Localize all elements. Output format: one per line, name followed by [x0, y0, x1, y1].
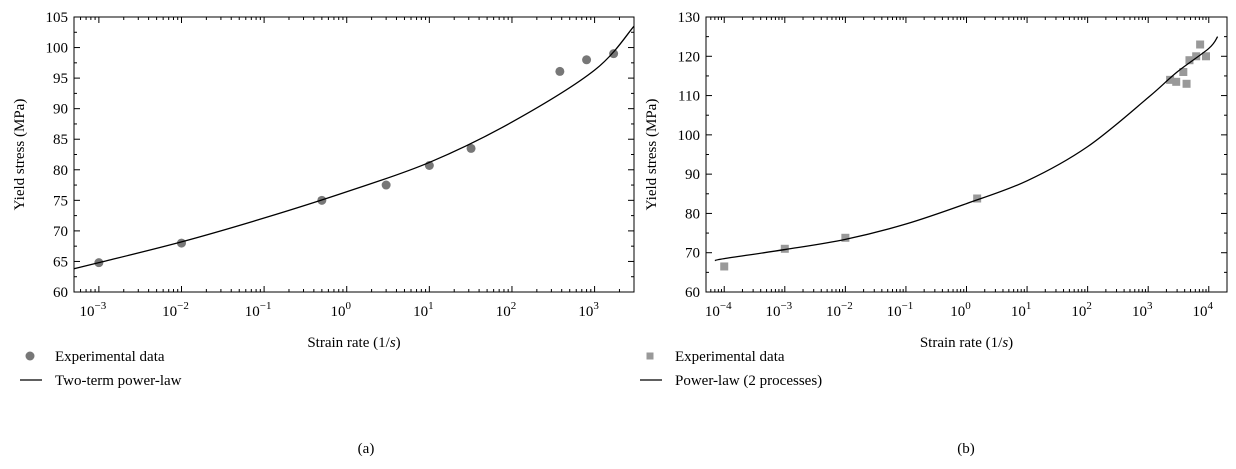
y-tick-label: 80 — [53, 163, 68, 179]
x-tick-label: 104 — [1193, 300, 1214, 320]
data-point — [1185, 56, 1194, 65]
y-tick-label: 80 — [685, 206, 700, 222]
y-tick-label: 85 — [53, 132, 68, 148]
fit-curve — [73, 25, 635, 270]
x-tick-label: 100 — [330, 300, 351, 320]
y-tick-label: 90 — [685, 167, 700, 183]
data-point — [1196, 40, 1205, 49]
x-tick-label: 10−1 — [245, 300, 272, 320]
chart-b: 60 70 80 90 100 110 120 130 10−4 10−3 10−2 10−1 100 1… — [640, 10, 1228, 457]
y-tick-label: 70 — [53, 224, 68, 240]
x-tick-label: 10−2 — [826, 300, 853, 320]
y-tick-label: 75 — [53, 193, 68, 209]
data-point — [720, 262, 729, 271]
x-tick-label: 10−3 — [80, 300, 107, 320]
data-point — [841, 233, 850, 242]
x-axis-label: Strain rate (1/s) — [920, 335, 1013, 351]
data-point — [1172, 77, 1181, 86]
plot-frame — [73, 16, 635, 293]
panel-caption: (a) — [358, 441, 375, 457]
legend-marker-swatch — [25, 351, 35, 361]
legend: Experimental data Power-law (2 processes) — [640, 349, 822, 389]
x-axis-label: Strain rate (1/s) — [307, 335, 400, 351]
x-tick-label: 100 — [950, 300, 971, 320]
chart-a: 60 65 70 75 80 85 90 95 100 105 10−3 10−2 10−1 100 101… — [12, 10, 635, 457]
y-tick-label: 70 — [685, 246, 700, 262]
legend-label: Experimental data — [55, 349, 165, 365]
fit-curve — [714, 36, 1219, 262]
legend-label: Experimental data — [675, 349, 785, 365]
data-point — [1179, 68, 1188, 76]
x-tick-label: 10−1 — [887, 300, 914, 320]
x-tick-label: 103 — [1132, 300, 1153, 320]
y-tick-label: 60 — [685, 285, 700, 301]
data-point — [381, 180, 391, 190]
legend: Experimental data Two-term power-law — [20, 349, 182, 389]
legend-label: Two-term power-law — [55, 373, 182, 389]
x-tick-label: 101 — [413, 300, 434, 320]
y-axis-label: Yield stress (MPa) — [644, 99, 660, 211]
data-point — [609, 49, 619, 59]
data-point — [582, 55, 592, 65]
y-tick-label: 120 — [678, 49, 701, 65]
data-point — [1192, 52, 1201, 61]
x-tick-label: 102 — [1071, 300, 1092, 320]
x-tick-label: 103 — [578, 300, 599, 320]
x-tick-label: 102 — [496, 300, 517, 320]
data-point — [973, 194, 982, 203]
y-tick-label: 95 — [53, 71, 68, 87]
data-point — [466, 143, 476, 153]
x-tick-label: 10−4 — [705, 300, 732, 320]
data-point — [555, 66, 565, 76]
y-tick-label: 100 — [678, 128, 701, 144]
panel-caption: (b) — [957, 441, 975, 457]
data-point — [1201, 52, 1210, 61]
data-point — [1182, 79, 1191, 88]
y-tick-label: 65 — [53, 254, 68, 270]
y-tick-label: 90 — [53, 102, 68, 118]
data-point — [1166, 75, 1175, 84]
y-tick-label: 105 — [46, 10, 69, 26]
legend-label: Power-law (2 processes) — [675, 373, 822, 389]
y-tick-label: 100 — [46, 41, 69, 57]
data-point — [780, 244, 789, 253]
x-tick-label: 10−2 — [162, 300, 189, 320]
y-tick-label: 110 — [678, 89, 700, 105]
y-tick-label: 60 — [53, 285, 68, 301]
x-tick-label: 10−3 — [765, 300, 792, 320]
x-tick-label: 101 — [1011, 300, 1032, 320]
y-tick-label: 130 — [678, 10, 701, 26]
y-axis-label: Yield stress (MPa) — [12, 99, 28, 211]
legend-marker-swatch — [646, 352, 654, 360]
